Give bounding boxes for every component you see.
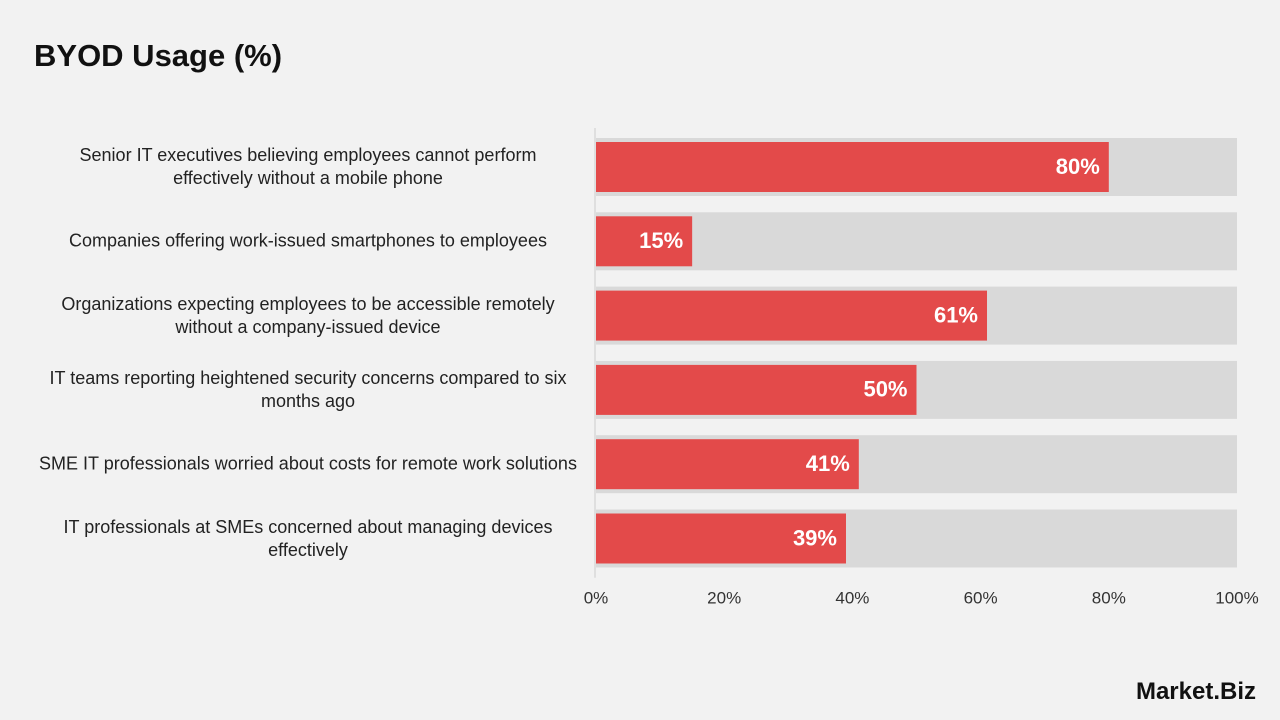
logo: Market.Biz: [1135, 678, 1256, 705]
value-label: 15%: [639, 228, 683, 253]
value-label: 39%: [793, 525, 837, 550]
value-label: 41%: [806, 451, 850, 476]
bar: [596, 142, 1109, 192]
value-label: 61%: [934, 302, 978, 327]
value-label: 80%: [1056, 154, 1100, 179]
category-label: SME IT professionals worried about costs…: [39, 453, 577, 474]
chart-title: BYOD Usage (%): [34, 38, 283, 73]
x-tick-label: 40%: [835, 588, 869, 607]
category-label: Organizations expecting employees to be …: [61, 293, 555, 337]
bar: [596, 439, 859, 490]
x-tick-label: 80%: [1092, 588, 1126, 607]
category-label: Senior IT executives believing employees…: [79, 145, 537, 188]
value-label: 50%: [863, 377, 907, 402]
category-label: IT teams reporting heightened security c…: [49, 367, 567, 411]
bar: [596, 290, 988, 341]
x-tick-label: 0%: [584, 588, 609, 607]
bar-track: [596, 212, 1237, 271]
x-tick-label: 20%: [707, 588, 741, 607]
bar: [596, 513, 846, 564]
category-label: Companies offering work-issued smartphon…: [69, 230, 547, 251]
x-tick-label: 60%: [964, 588, 998, 607]
category-label: IT professionals at SMEs concerned about…: [63, 516, 553, 560]
x-tick-label: 100%: [1215, 588, 1258, 607]
bar: [596, 364, 917, 415]
bar: [596, 216, 693, 267]
